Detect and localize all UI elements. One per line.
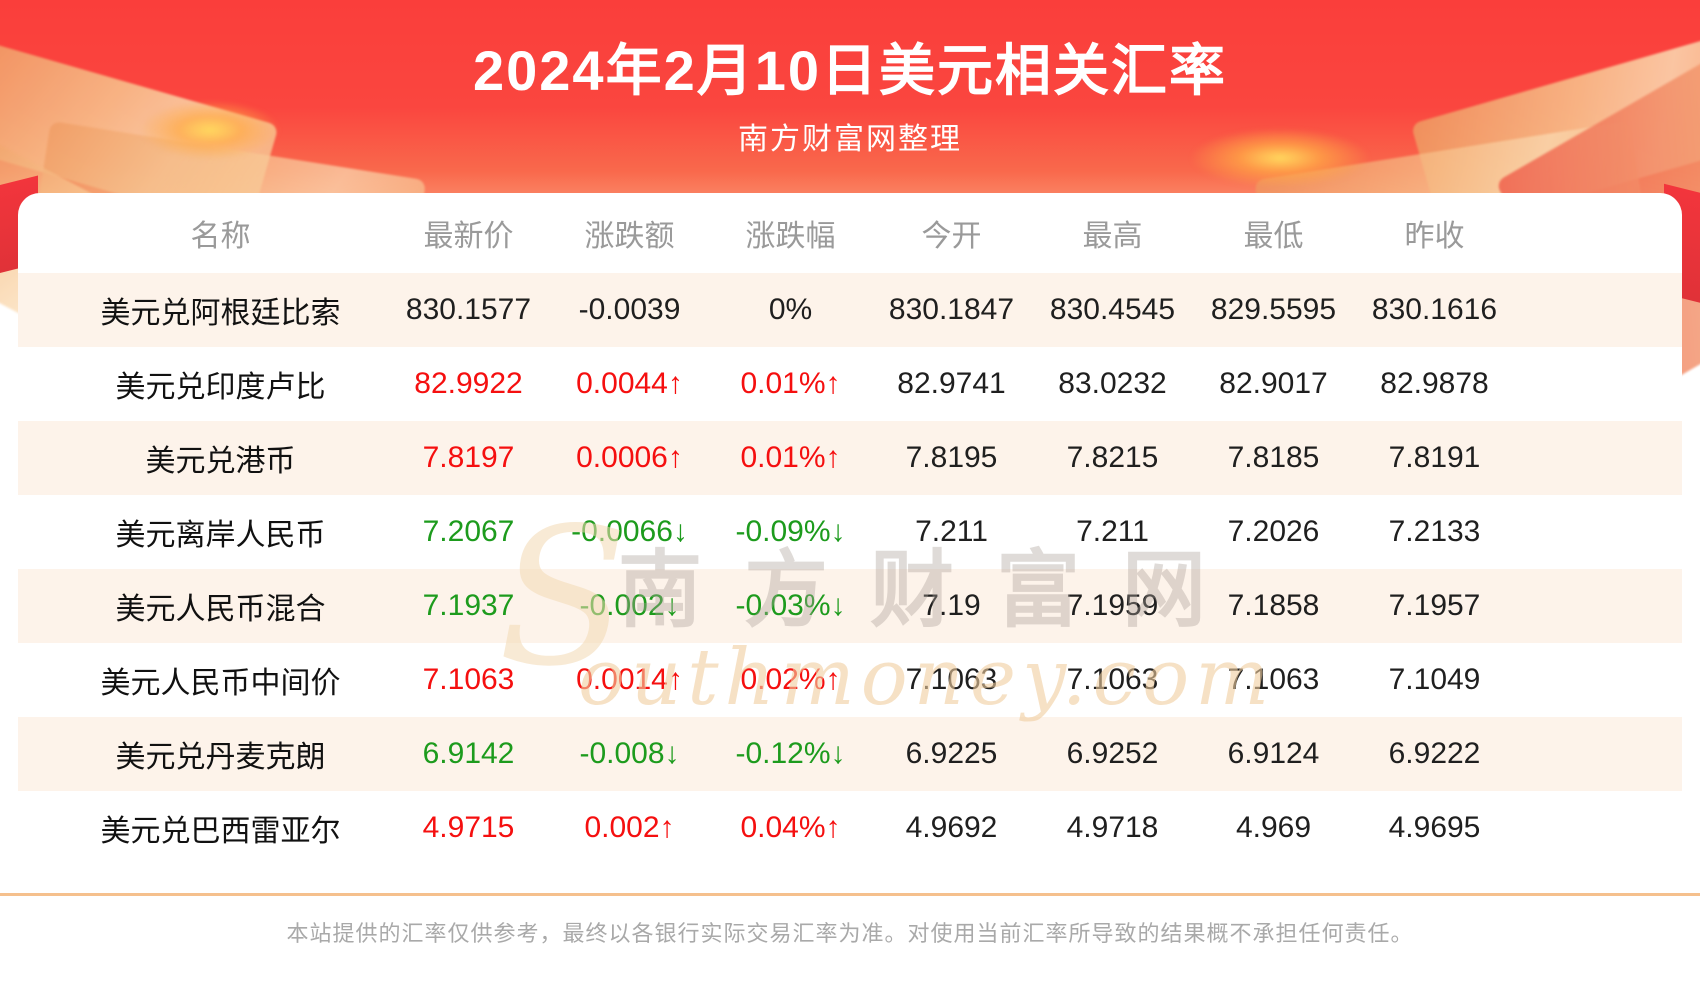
cell-prev-close: 7.2133 — [1388, 515, 1481, 548]
cell-low: 829.5595 — [1210, 293, 1337, 326]
cell-high: 830.4545 — [1049, 293, 1176, 326]
cell-prev-close: 6.9222 — [1388, 737, 1481, 770]
cell-high: 7.211 — [1076, 515, 1149, 548]
cell-currency-pair: 美元人民币中间价 — [100, 667, 341, 700]
cell-change-percent: -0.03%↓ — [735, 589, 846, 622]
cell-currency-pair: 美元兑港币 — [145, 445, 296, 478]
column-header-prev-close: 昨收 — [1404, 220, 1465, 253]
cell-high: 7.8215 — [1066, 441, 1159, 474]
table-row: 美元兑港币 7.8197 0.0006↑ 0.01%↑ 7.8195 7.821… — [18, 421, 1682, 495]
cell-prev-close: 4.9695 — [1388, 811, 1481, 844]
column-header-change-percent: 涨跌幅 — [745, 220, 836, 253]
cell-change-percent: -0.12%↓ — [735, 737, 846, 770]
disclaimer-text: 本站提供的汇率仅供参考，最终以各银行实际交易汇率为准。对使用当前汇率所导致的结果… — [286, 921, 1414, 946]
cell-low: 7.1858 — [1227, 589, 1320, 622]
column-header-last-price: 最新价 — [423, 220, 514, 253]
cell-high: 6.9252 — [1066, 737, 1159, 770]
table-row: 美元兑巴西雷亚尔 4.9715 0.002↑ 0.04%↑ 4.9692 4.9… — [18, 791, 1682, 865]
cell-prev-close: 82.9878 — [1380, 367, 1489, 400]
cell-open: 4.9692 — [905, 811, 998, 844]
cell-last-price: 7.1937 — [422, 589, 515, 622]
cell-change-percent: 0.01%↑ — [740, 367, 841, 400]
cell-last-price: 7.1063 — [422, 663, 515, 696]
cell-change: 0.0006↑ — [576, 441, 683, 474]
cell-change-percent: -0.09%↓ — [735, 515, 846, 548]
cell-prev-close: 7.1049 — [1388, 663, 1481, 696]
table-row: 美元人民币混合 7.1937 -0.002↓ -0.03%↓ 7.19 7.19… — [18, 569, 1682, 643]
cell-low: 4.969 — [1235, 811, 1312, 844]
cell-currency-pair: 美元兑印度卢比 — [115, 371, 326, 404]
cell-open: 7.19 — [922, 589, 981, 622]
cell-currency-pair: 美元兑丹麦克朗 — [115, 741, 326, 774]
cell-currency-pair: 美元兑阿根廷比索 — [100, 297, 341, 330]
cell-currency-pair: 美元离岸人民币 — [115, 519, 326, 552]
cell-low: 7.8185 — [1227, 441, 1320, 474]
table-row: 美元兑丹麦克朗 6.9142 -0.008↓ -0.12%↓ 6.9225 6.… — [18, 717, 1682, 791]
cell-prev-close: 830.1616 — [1371, 293, 1498, 326]
column-header-name: 名称 — [190, 220, 251, 253]
table-body: 美元兑阿根廷比索 830.1577 -0.0039 0% 830.1847 83… — [18, 273, 1682, 865]
page-title: 2024年2月10日美元相关汇率 — [472, 39, 1227, 102]
cell-last-price: 7.8197 — [422, 441, 515, 474]
cell-change: 0.002↑ — [584, 811, 675, 844]
rates-table-card: 名称 最新价 涨跌额 涨跌幅 今开 最高 最低 昨收 美元兑阿根廷比索 830.… — [18, 193, 1682, 865]
cell-open: 830.1847 — [888, 293, 1015, 326]
cell-change-percent: 0.02%↑ — [740, 663, 841, 696]
cell-change-percent: 0.04%↑ — [740, 811, 841, 844]
table-row: 美元兑印度卢比 82.9922 0.0044↑ 0.01%↑ 82.9741 8… — [18, 347, 1682, 421]
cell-open: 82.9741 — [897, 367, 1006, 400]
cell-prev-close: 7.8191 — [1388, 441, 1481, 474]
cell-change: -0.002↓ — [579, 589, 680, 622]
cell-last-price: 6.9142 — [422, 737, 515, 770]
cell-last-price: 7.2067 — [422, 515, 515, 548]
page-subtitle: 南方财富网整理 — [738, 123, 962, 156]
cell-low: 7.1063 — [1227, 663, 1320, 696]
table-row: 美元兑阿根廷比索 830.1577 -0.0039 0% 830.1847 83… — [18, 273, 1682, 347]
cell-change: -0.008↓ — [579, 737, 680, 770]
cell-low: 82.9017 — [1219, 367, 1328, 400]
cell-open: 7.211 — [915, 515, 988, 548]
column-header-open: 今开 — [921, 220, 982, 253]
column-header-change: 涨跌额 — [584, 220, 675, 253]
cell-change-percent: 0% — [768, 293, 813, 326]
table-row: 美元人民币中间价 7.1063 0.0014↑ 0.02%↑ 7.1063 7.… — [18, 643, 1682, 717]
column-header-high: 最高 — [1082, 220, 1143, 253]
cell-change-percent: 0.01%↑ — [740, 441, 841, 474]
cell-change: -0.0066↓ — [571, 515, 688, 548]
cell-high: 4.9718 — [1066, 811, 1159, 844]
table-header-row: 名称 最新价 涨跌额 涨跌幅 今开 最高 最低 昨收 — [18, 193, 1682, 273]
table-row: 美元离岸人民币 7.2067 -0.0066↓ -0.09%↓ 7.211 7.… — [18, 495, 1682, 569]
cell-open: 6.9225 — [905, 737, 998, 770]
column-header-low: 最低 — [1243, 220, 1304, 253]
cell-last-price: 830.1577 — [405, 293, 532, 326]
cell-change: 0.0014↑ — [576, 663, 683, 696]
cell-change: -0.0039 — [578, 293, 681, 326]
cell-last-price: 4.9715 — [422, 811, 515, 844]
cell-currency-pair: 美元兑巴西雷亚尔 — [100, 815, 341, 848]
cell-high: 7.1959 — [1066, 589, 1159, 622]
cell-prev-close: 7.1957 — [1388, 589, 1481, 622]
cell-currency-pair: 美元人民币混合 — [115, 593, 326, 626]
cell-change: 0.0044↑ — [576, 367, 683, 400]
cell-low: 6.9124 — [1227, 737, 1320, 770]
cell-open: 7.8195 — [905, 441, 998, 474]
cell-open: 7.1063 — [905, 663, 998, 696]
cell-low: 7.2026 — [1227, 515, 1320, 548]
cell-high: 83.0232 — [1058, 367, 1167, 400]
cell-last-price: 82.9922 — [414, 367, 523, 400]
footer-divider — [0, 893, 1700, 896]
cell-high: 7.1063 — [1066, 663, 1159, 696]
